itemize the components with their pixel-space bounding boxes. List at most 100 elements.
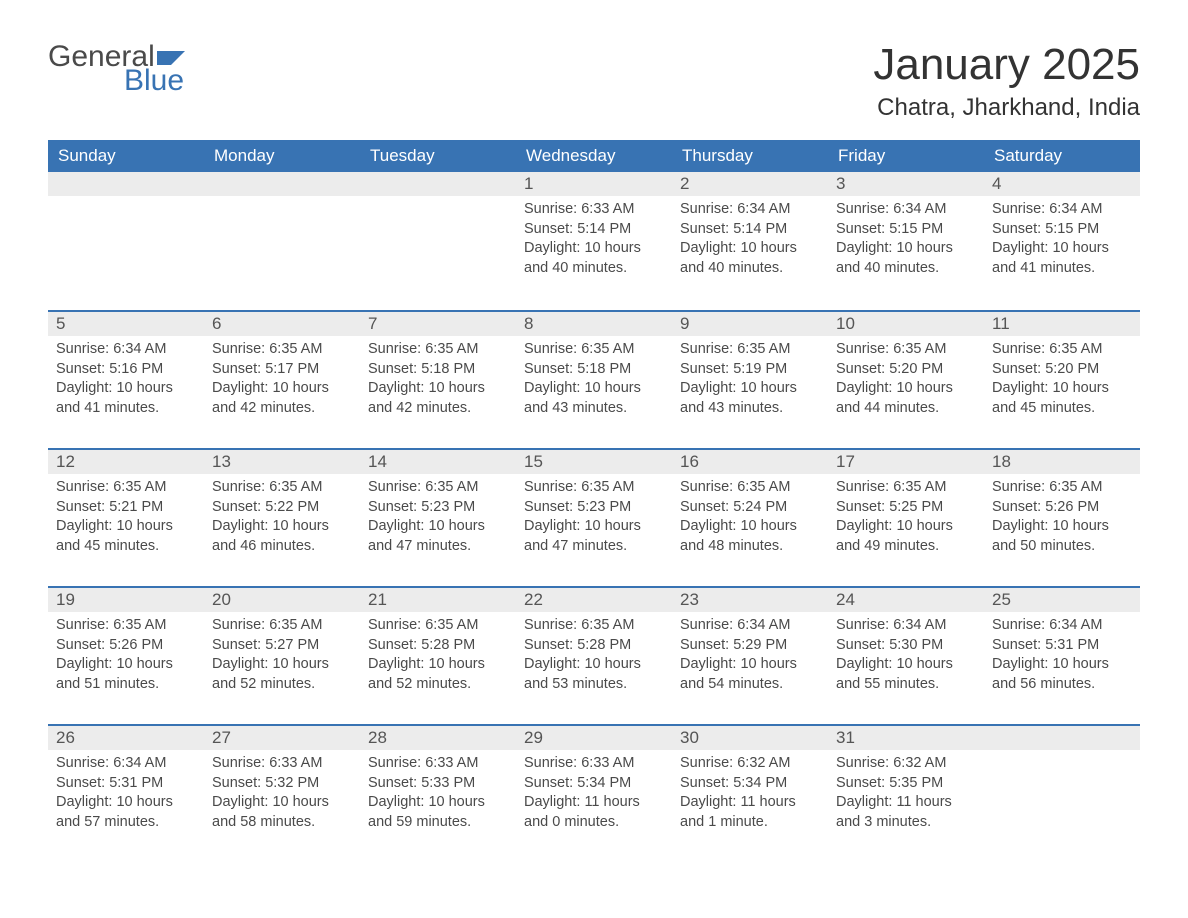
sunrise-line: Sunrise: 6:35 AM (212, 478, 352, 498)
calendar-day-cell: 29Sunrise: 6:33 AMSunset: 5:34 PMDayligh… (516, 724, 672, 862)
day-number (984, 724, 1140, 750)
weekday-header: Monday (204, 140, 360, 172)
day-number: 13 (204, 448, 360, 474)
sunrise-line: Sunrise: 6:33 AM (524, 200, 664, 220)
daylight-line: Daylight: 10 hours and 43 minutes. (524, 379, 664, 418)
day-number: 17 (828, 448, 984, 474)
calendar-week-row: 1Sunrise: 6:33 AMSunset: 5:14 PMDaylight… (48, 172, 1140, 310)
day-content: Sunrise: 6:35 AMSunset: 5:22 PMDaylight:… (204, 474, 360, 564)
logo-text-blue: Blue (124, 64, 184, 98)
sunset-line: Sunset: 5:18 PM (524, 360, 664, 380)
day-content: Sunrise: 6:35 AMSunset: 5:18 PMDaylight:… (516, 336, 672, 426)
calendar-day-cell: 13Sunrise: 6:35 AMSunset: 5:22 PMDayligh… (204, 448, 360, 586)
sunrise-line: Sunrise: 6:33 AM (212, 754, 352, 774)
day-number: 31 (828, 724, 984, 750)
day-number: 16 (672, 448, 828, 474)
daylight-line: Daylight: 10 hours and 49 minutes. (836, 517, 976, 556)
day-content: Sunrise: 6:35 AMSunset: 5:18 PMDaylight:… (360, 336, 516, 426)
calendar-day-cell: 7Sunrise: 6:35 AMSunset: 5:18 PMDaylight… (360, 310, 516, 448)
calendar-empty-cell (984, 724, 1140, 862)
day-number (360, 172, 516, 196)
day-content: Sunrise: 6:35 AMSunset: 5:24 PMDaylight:… (672, 474, 828, 564)
weekday-header: Friday (828, 140, 984, 172)
sunset-line: Sunset: 5:31 PM (992, 636, 1132, 656)
sunset-line: Sunset: 5:18 PM (368, 360, 508, 380)
sunrise-line: Sunrise: 6:35 AM (524, 340, 664, 360)
sunrise-line: Sunrise: 6:35 AM (992, 478, 1132, 498)
day-content: Sunrise: 6:34 AMSunset: 5:14 PMDaylight:… (672, 196, 828, 286)
day-content: Sunrise: 6:35 AMSunset: 5:19 PMDaylight:… (672, 336, 828, 426)
day-number (48, 172, 204, 196)
day-content: Sunrise: 6:35 AMSunset: 5:26 PMDaylight:… (48, 612, 204, 702)
daylight-line: Daylight: 10 hours and 41 minutes. (56, 379, 196, 418)
weekday-header: Sunday (48, 140, 204, 172)
sunset-line: Sunset: 5:27 PM (212, 636, 352, 656)
sunrise-line: Sunrise: 6:35 AM (836, 340, 976, 360)
daylight-line: Daylight: 10 hours and 59 minutes. (368, 793, 508, 832)
day-number: 11 (984, 310, 1140, 336)
sunrise-line: Sunrise: 6:35 AM (680, 340, 820, 360)
sunset-line: Sunset: 5:14 PM (680, 220, 820, 240)
day-number: 6 (204, 310, 360, 336)
calendar-body: 1Sunrise: 6:33 AMSunset: 5:14 PMDaylight… (48, 172, 1140, 862)
day-number: 2 (672, 172, 828, 196)
day-number: 25 (984, 586, 1140, 612)
daylight-line: Daylight: 11 hours and 0 minutes. (524, 793, 664, 832)
sunrise-line: Sunrise: 6:34 AM (56, 340, 196, 360)
daylight-line: Daylight: 10 hours and 47 minutes. (368, 517, 508, 556)
daylight-line: Daylight: 10 hours and 53 minutes. (524, 655, 664, 694)
day-number: 23 (672, 586, 828, 612)
sunrise-line: Sunrise: 6:33 AM (368, 754, 508, 774)
day-number: 1 (516, 172, 672, 196)
day-content: Sunrise: 6:35 AMSunset: 5:17 PMDaylight:… (204, 336, 360, 426)
calendar-day-cell: 10Sunrise: 6:35 AMSunset: 5:20 PMDayligh… (828, 310, 984, 448)
daylight-line: Daylight: 11 hours and 1 minute. (680, 793, 820, 832)
sunrise-line: Sunrise: 6:32 AM (836, 754, 976, 774)
sunset-line: Sunset: 5:28 PM (524, 636, 664, 656)
daylight-line: Daylight: 10 hours and 57 minutes. (56, 793, 196, 832)
calendar-day-cell: 4Sunrise: 6:34 AMSunset: 5:15 PMDaylight… (984, 172, 1140, 310)
sunset-line: Sunset: 5:24 PM (680, 498, 820, 518)
day-content: Sunrise: 6:35 AMSunset: 5:23 PMDaylight:… (360, 474, 516, 564)
sunrise-line: Sunrise: 6:34 AM (992, 200, 1132, 220)
calendar-week-row: 12Sunrise: 6:35 AMSunset: 5:21 PMDayligh… (48, 448, 1140, 586)
day-content: Sunrise: 6:35 AMSunset: 5:25 PMDaylight:… (828, 474, 984, 564)
sunrise-line: Sunrise: 6:33 AM (524, 754, 664, 774)
sunset-line: Sunset: 5:34 PM (524, 774, 664, 794)
day-number: 28 (360, 724, 516, 750)
sunset-line: Sunset: 5:19 PM (680, 360, 820, 380)
sunrise-line: Sunrise: 6:35 AM (212, 340, 352, 360)
calendar-day-cell: 23Sunrise: 6:34 AMSunset: 5:29 PMDayligh… (672, 586, 828, 724)
day-content: Sunrise: 6:34 AMSunset: 5:31 PMDaylight:… (984, 612, 1140, 702)
daylight-line: Daylight: 10 hours and 47 minutes. (524, 517, 664, 556)
sunset-line: Sunset: 5:30 PM (836, 636, 976, 656)
day-content: Sunrise: 6:35 AMSunset: 5:23 PMDaylight:… (516, 474, 672, 564)
title-block: January 2025 Chatra, Jharkhand, India (873, 40, 1140, 122)
sunrise-line: Sunrise: 6:35 AM (212, 616, 352, 636)
daylight-line: Daylight: 10 hours and 43 minutes. (680, 379, 820, 418)
day-content: Sunrise: 6:33 AMSunset: 5:33 PMDaylight:… (360, 750, 516, 840)
daylight-line: Daylight: 10 hours and 45 minutes. (56, 517, 196, 556)
sunrise-line: Sunrise: 6:34 AM (680, 616, 820, 636)
calendar-day-cell: 21Sunrise: 6:35 AMSunset: 5:28 PMDayligh… (360, 586, 516, 724)
sunrise-line: Sunrise: 6:34 AM (992, 616, 1132, 636)
day-number: 19 (48, 586, 204, 612)
sunset-line: Sunset: 5:17 PM (212, 360, 352, 380)
day-content: Sunrise: 6:34 AMSunset: 5:16 PMDaylight:… (48, 336, 204, 426)
calendar-week-row: 19Sunrise: 6:35 AMSunset: 5:26 PMDayligh… (48, 586, 1140, 724)
day-number: 22 (516, 586, 672, 612)
day-content: Sunrise: 6:34 AMSunset: 5:30 PMDaylight:… (828, 612, 984, 702)
calendar-table: SundayMondayTuesdayWednesdayThursdayFrid… (48, 140, 1140, 862)
day-number: 3 (828, 172, 984, 196)
sunset-line: Sunset: 5:34 PM (680, 774, 820, 794)
sunset-line: Sunset: 5:26 PM (992, 498, 1132, 518)
calendar-day-cell: 6Sunrise: 6:35 AMSunset: 5:17 PMDaylight… (204, 310, 360, 448)
sunset-line: Sunset: 5:15 PM (992, 220, 1132, 240)
sunset-line: Sunset: 5:23 PM (368, 498, 508, 518)
calendar-week-row: 5Sunrise: 6:34 AMSunset: 5:16 PMDaylight… (48, 310, 1140, 448)
location: Chatra, Jharkhand, India (873, 94, 1140, 122)
sunset-line: Sunset: 5:28 PM (368, 636, 508, 656)
day-content: Sunrise: 6:33 AMSunset: 5:14 PMDaylight:… (516, 196, 672, 286)
sunrise-line: Sunrise: 6:35 AM (524, 478, 664, 498)
sunset-line: Sunset: 5:23 PM (524, 498, 664, 518)
